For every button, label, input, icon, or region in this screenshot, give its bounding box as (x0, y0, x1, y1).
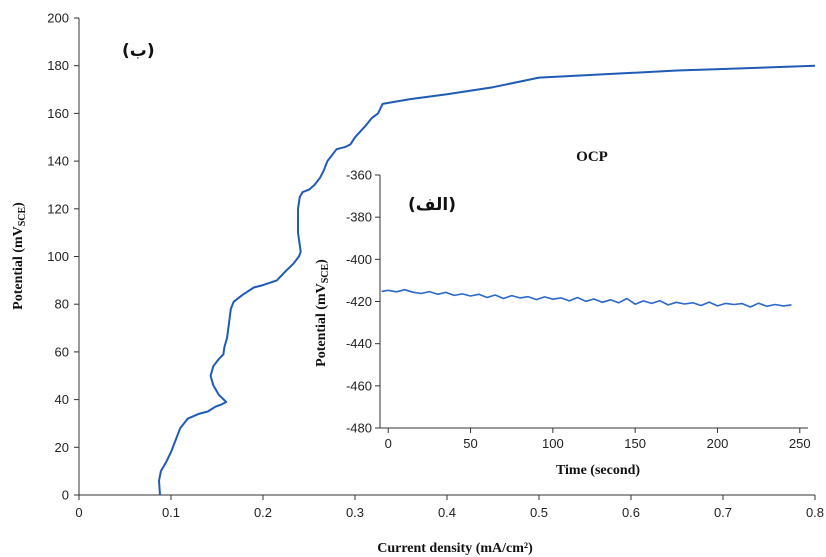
inset-x-ticks: 0 50 100 150 200 250 (385, 428, 811, 451)
inset-y-tick-label: -380 (346, 210, 372, 225)
main-x-tick-label: 0.5 (530, 505, 548, 520)
main-y-axis-label: Potential (mVSCE) (11, 202, 28, 310)
main-chart: 0 20 40 60 80 100 120 140 160 180 200 0 0.1 0.2 0.3 0.… (11, 11, 824, 557)
inset-x-tick-label: 100 (542, 436, 564, 451)
inset-x-tick-label: 0 (385, 436, 392, 451)
main-y-tick-label: 40 (55, 392, 69, 407)
main-y-tick-label: 180 (47, 58, 69, 73)
inset-y-tick-label: -400 (346, 252, 372, 267)
inset-y-tick-label: -420 (346, 294, 372, 309)
main-y-tick-label: 160 (47, 106, 69, 121)
inset-y-tick-label: -360 (346, 168, 372, 183)
main-y-tick-label: 60 (55, 344, 69, 359)
main-y-tick-label: 200 (47, 11, 69, 26)
main-y-tick-label: 120 (47, 201, 69, 216)
main-x-ticks: 0 0.1 0.2 0.3 0.4 0.5 0.6 0.7 0.8 (75, 495, 824, 520)
inset-series-line (381, 288, 792, 308)
main-series-line (158, 64, 816, 496)
inset-y-ticks: -360 -380 -400 -420 -440 -460 -480 (346, 168, 380, 436)
main-y-label-close: ) (11, 202, 26, 207)
main-x-tick-label: 0.1 (162, 505, 180, 520)
inset-x-tick-label: 250 (789, 436, 811, 451)
main-y-label-sub: SCE (17, 206, 28, 226)
main-y-ticks: 0 20 40 60 80 100 120 140 160 180 200 (47, 11, 79, 503)
main-y-tick-label: 0 (62, 488, 69, 503)
main-x-tick-label: 0.2 (254, 505, 272, 520)
main-x-tick-label: 0.3 (346, 505, 364, 520)
inset-background (334, 166, 820, 488)
main-x-tick-label: 0 (75, 505, 82, 520)
main-x-tick-label: 0.8 (806, 505, 824, 520)
main-y-tick-label: 140 (47, 154, 69, 169)
inset-y-tick-label: -480 (346, 421, 372, 436)
main-x-tick-label: 0.4 (438, 505, 456, 520)
inset-chart: OCP -360 -380 -400 -420 -440 -460 -480 0 50 100 1… (314, 149, 820, 488)
main-panel-label: (ب) (122, 41, 155, 61)
inset-y-label-sub: SCE (320, 263, 331, 283)
inset-x-tick-label: 50 (463, 436, 477, 451)
main-y-tick-label: 20 (55, 440, 69, 455)
inset-y-tick-label: -460 (346, 378, 372, 393)
inset-y-tick-label: -440 (346, 336, 372, 351)
inset-x-tick-label: 150 (624, 436, 646, 451)
inset-panel-label: (الف) (408, 195, 456, 215)
main-x-tick-label: 0.6 (622, 505, 640, 520)
inset-title: OCP (576, 149, 608, 165)
main-x-axis-label: Current density (mA/cm²) (377, 541, 533, 556)
inset-x-axis-label: Time (second) (556, 463, 640, 478)
main-y-tick-label: 100 (47, 249, 69, 264)
inset-x-tick-label: 200 (707, 436, 729, 451)
inset-y-label-close: ) (314, 259, 329, 264)
main-y-tick-label: 80 (55, 297, 69, 312)
main-y-label-main: Potential (mV (11, 226, 26, 310)
inset-y-label-main: Potential (mV (314, 283, 329, 367)
inset-y-axis-label: Potential (mVSCE) (314, 259, 331, 367)
main-x-tick-label: 0.7 (714, 505, 732, 520)
